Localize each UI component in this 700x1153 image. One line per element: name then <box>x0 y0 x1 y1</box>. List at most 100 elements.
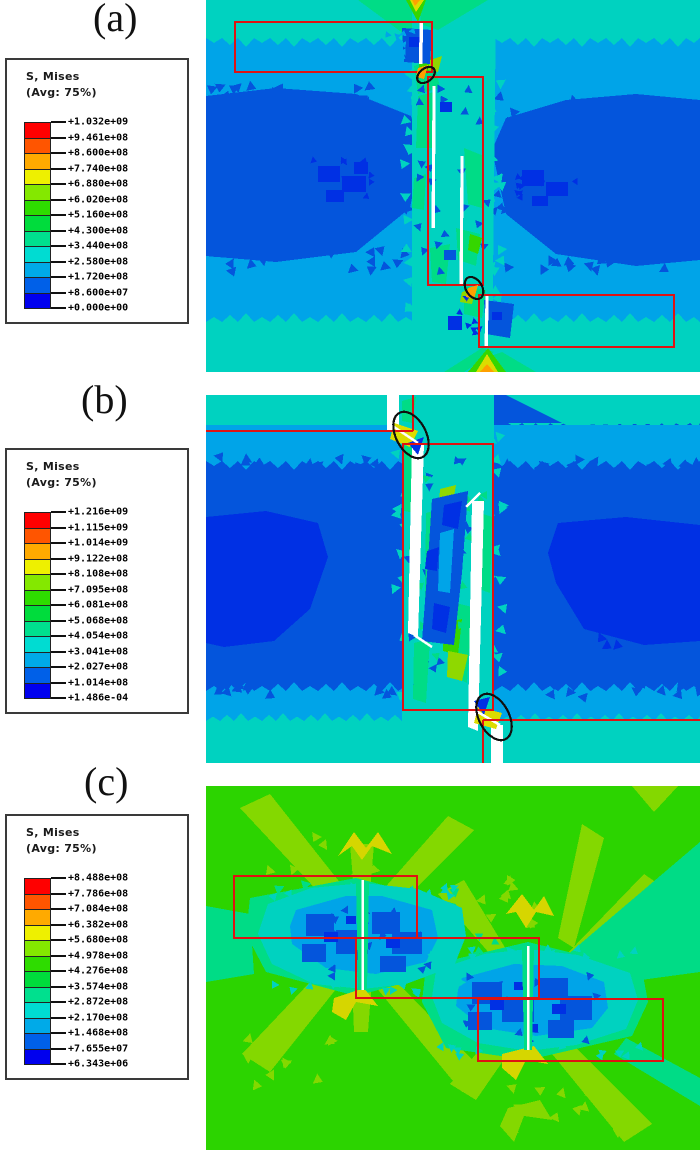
legend-value: +5.160e+08 <box>68 209 129 221</box>
legend-value: +2.027e+08 <box>68 661 129 673</box>
panel-label-c: (c) <box>84 759 129 804</box>
legend-title-a: S, Mises <box>26 70 80 83</box>
panel-label-a: (a) <box>93 0 138 40</box>
legend-value: +7.786e+08 <box>68 888 129 899</box>
legend-value: +1.115e+09 <box>68 522 129 533</box>
legend-a: S, Mises (Avg: 75%) +1.032e+09 +9.461e+08… <box>5 58 189 324</box>
legend-value: +1.216e+09 <box>68 506 129 518</box>
legend-tick <box>51 588 66 591</box>
legend-tick <box>51 1047 66 1050</box>
legend-swatch <box>24 1048 51 1065</box>
legend-value: +3.440e+08 <box>68 240 129 252</box>
legend-value: +0.000e+00 <box>68 302 129 314</box>
legend-tick <box>51 1016 66 1019</box>
legend-tick <box>51 1032 66 1034</box>
legend-value: +3.041e+08 <box>68 646 129 657</box>
legend-tick <box>51 650 66 653</box>
legend-swatch <box>24 971 51 988</box>
legend-value: +6.880e+08 <box>68 178 129 190</box>
legend-swatch <box>24 620 51 637</box>
legend-value: +9.122e+08 <box>68 553 129 564</box>
legend-value: +7.655e+07 <box>68 1043 129 1054</box>
legend-tick <box>51 892 66 895</box>
legend-tick <box>51 666 66 668</box>
legend-swatch <box>24 651 51 668</box>
legend-tick <box>51 573 66 575</box>
legend-value: +8.600e+07 <box>68 287 129 298</box>
legend-swatch <box>24 558 51 575</box>
contour-plot-c <box>206 786 700 1150</box>
legend-tick <box>51 291 66 294</box>
legend-swatch <box>24 909 51 926</box>
legend-tick <box>51 183 66 185</box>
legend-swatch <box>24 667 51 684</box>
legend-value: +7.084e+08 <box>68 903 129 915</box>
legend-tick <box>51 526 66 529</box>
legend-swatch <box>24 246 51 263</box>
legend-tick <box>51 1001 66 1003</box>
legend-title-c: S, Mises <box>26 826 80 839</box>
legend-tick <box>51 970 66 972</box>
legend-tick <box>51 985 66 988</box>
legend-value: +3.574e+08 <box>68 981 129 992</box>
legend-swatch <box>24 878 51 895</box>
legend-swatch <box>24 1033 51 1050</box>
contour-plot-b <box>206 395 700 763</box>
legend-tick <box>51 635 66 637</box>
legend-tick <box>51 167 66 170</box>
legend-swatch <box>24 589 51 606</box>
legend-value: +7.095e+08 <box>68 584 129 595</box>
contour-plot-a <box>206 0 700 372</box>
legend-value: +2.170e+08 <box>68 1012 129 1023</box>
legend-swatch <box>24 153 51 170</box>
legend-swatch <box>24 215 51 232</box>
legend-swatch <box>24 924 51 941</box>
legend-value: +6.343e+06 <box>68 1058 129 1070</box>
legend-tick <box>51 557 66 560</box>
legend-scale-a: +1.032e+09 +9.461e+08 +8.600e+08 +7.740e+08… <box>7 60 187 322</box>
legend-title-b: S, Mises <box>26 460 80 473</box>
legend-value: +4.300e+08 <box>68 225 129 236</box>
legend-subtitle-c: (Avg: 75%) <box>26 842 97 855</box>
legend-value: +4.276e+08 <box>68 965 129 977</box>
legend-swatch <box>24 1017 51 1034</box>
legend-tick <box>51 214 66 216</box>
legend-value: +8.108e+08 <box>68 568 129 580</box>
legend-tick <box>51 604 66 606</box>
legend-swatch <box>24 292 51 309</box>
legend-subtitle-b: (Avg: 75%) <box>26 476 97 489</box>
legend-scale-b: +1.216e+09 +1.115e+09 +1.014e+09 +9.122e+08… <box>7 450 187 712</box>
legend-value: +2.580e+08 <box>68 256 129 267</box>
legend-swatch <box>24 1002 51 1019</box>
legend-swatch <box>24 605 51 622</box>
legend-tick <box>51 542 66 544</box>
legend-value: +1.720e+08 <box>68 271 129 283</box>
legend-tick <box>51 260 66 263</box>
legend-value: +4.978e+08 <box>68 950 129 961</box>
legend-value: +8.600e+08 <box>68 147 129 159</box>
legend-value: +2.872e+08 <box>68 996 129 1008</box>
legend-value: +1.014e+08 <box>68 677 129 688</box>
legend-tick <box>51 136 66 139</box>
legend-b: S, Mises (Avg: 75%) +1.216e+09 +1.115e+09… <box>5 448 189 714</box>
legend-swatch <box>24 277 51 294</box>
legend-swatch <box>24 137 51 154</box>
legend-subtitle-a: (Avg: 75%) <box>26 86 97 99</box>
legend-tick <box>51 1063 66 1065</box>
legend-swatch <box>24 261 51 278</box>
legend-swatch <box>24 940 51 957</box>
legend-value: +7.740e+08 <box>68 163 129 174</box>
legend-tick <box>51 245 66 247</box>
legend-value: +6.382e+08 <box>68 919 129 930</box>
legend-tick <box>51 681 66 684</box>
legend-swatch <box>24 893 51 910</box>
legend-value: +1.468e+08 <box>68 1027 129 1039</box>
legend-tick <box>51 152 66 154</box>
legend-swatch <box>24 512 51 529</box>
legend-c: S, Mises (Avg: 75%) +8.488e+08 +7.786e+08… <box>5 814 189 1080</box>
legend-value: +1.486e-04 <box>68 692 129 704</box>
legend-swatch <box>24 199 51 216</box>
legend-swatch <box>24 986 51 1003</box>
legend-tick <box>51 908 66 910</box>
